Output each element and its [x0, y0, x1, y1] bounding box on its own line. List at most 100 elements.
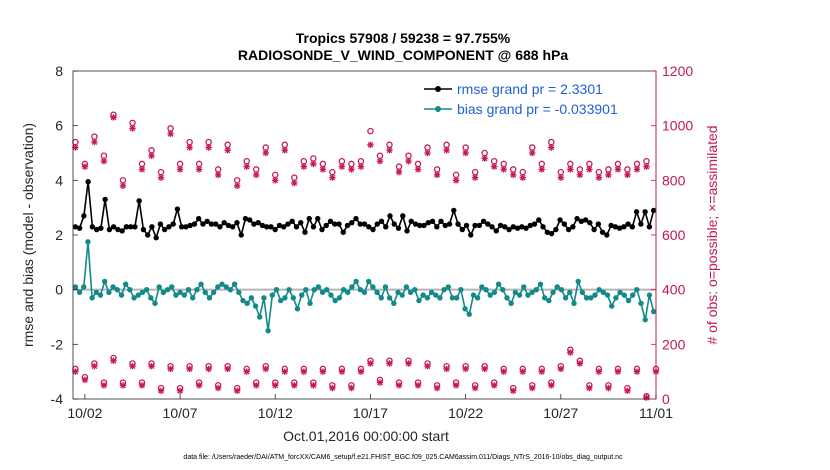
rmse-point-39 [238, 232, 244, 238]
nobs-assimilated-stroke [262, 366, 269, 372]
nobs-assimilated-point-26 [319, 166, 327, 173]
rmse-point-20 [157, 221, 164, 227]
rmse-point-74 [387, 213, 393, 219]
rmse-point-114 [557, 217, 563, 223]
bias-point-26 [181, 292, 188, 298]
rmse-point-79 [408, 218, 414, 225]
nobs-assimilated-stroke [91, 363, 98, 370]
nobs-assimilated-point-38 [433, 171, 441, 179]
nobs-assimilated-stroke [205, 366, 212, 372]
nobs-assimilated-stroke [405, 360, 412, 367]
nobs-assimilated-stroke [281, 147, 288, 154]
nobs-assimilated-stroke [224, 366, 231, 372]
nobs-assimilated-point-44 [490, 163, 498, 170]
nobs-possible-point-2 [91, 133, 98, 140]
nobs-assimilated-point-40 [452, 177, 460, 184]
nobs-assimilated-point-31 [367, 141, 374, 148]
nobs-possible-point-14 [205, 138, 212, 146]
nobs-possible-point-47 [519, 168, 526, 176]
bias-point-90 [449, 295, 456, 301]
nobs-assimilated-point-36 [414, 166, 422, 173]
bias-point-114 [550, 289, 556, 296]
nobs-assimilated-point-86 [310, 382, 317, 389]
nobs-assimilated-stroke [101, 382, 107, 389]
bias-point-47 [269, 292, 276, 298]
y-tick-label-5: 6 [55, 118, 63, 134]
nobs-assimilated-stroke [339, 368, 345, 375]
rmse-point-38 [234, 220, 240, 226]
nobs-assimilated-stroke [310, 382, 317, 389]
nobs-assimilated-point-56 [605, 171, 612, 179]
nobs-possible-point-44 [490, 157, 498, 165]
bias-point-51 [286, 286, 292, 293]
nobs-assimilated-stroke [243, 368, 250, 375]
rmse-point-136 [650, 207, 657, 214]
nobs-assimilated-point-45 [500, 166, 507, 173]
nobs-possible-point-10 [167, 125, 174, 132]
rmse-point-84 [429, 218, 436, 225]
rmse-point-23 [170, 221, 176, 227]
bias-point-12 [122, 281, 129, 287]
nobs-assimilated-stroke [576, 360, 583, 367]
nobs-assimilated-point-3 [100, 158, 108, 165]
nobs-assimilated-point-47 [519, 174, 526, 181]
y-tick-label-2: 0 [55, 282, 63, 298]
y-axis-label: rmse and bias (model - observation) [20, 123, 36, 347]
nobs-assimilated-point-32 [376, 158, 384, 165]
series-layer [72, 179, 657, 334]
bias-point-112 [541, 295, 548, 301]
nobs-assimilated-point-112 [557, 365, 565, 373]
nobs-assimilated-stroke [481, 155, 488, 162]
bias-point-121 [579, 289, 586, 296]
bias-point-62 [332, 297, 338, 304]
rmse-point-71 [374, 221, 380, 227]
rmse-point-83 [425, 220, 431, 226]
nobs-assimilated-stroke [596, 368, 602, 375]
nobs-assimilated-point-96 [405, 360, 412, 367]
bias-point-124 [592, 292, 598, 298]
nobs-assimilated-stroke [643, 163, 650, 170]
rmse-point-4 [89, 224, 96, 230]
nobs-assimilated-point-79 [243, 368, 250, 375]
bias-point-135 [638, 300, 644, 307]
nobs-assimilated-point-13 [195, 166, 203, 173]
nobs-possible-point-52 [567, 160, 574, 168]
rmse-point-82 [421, 222, 427, 229]
rmse-point-25 [178, 224, 185, 230]
nobs-assimilated-stroke [234, 387, 241, 394]
bias-point-25 [177, 289, 183, 296]
nobs-assimilated-stroke [434, 385, 440, 391]
rmse-point-45 [264, 224, 270, 230]
nobs-assimilated-stroke [186, 144, 193, 151]
bias-point-15 [135, 292, 141, 298]
nobs-possible-point-33 [386, 141, 393, 149]
nobs-assimilated-stroke [500, 166, 507, 173]
nobs-assimilated-point-53 [576, 171, 584, 179]
nobs-assimilated-stroke [339, 163, 345, 170]
bias-point-99 [487, 292, 493, 298]
nobs-assimilated-stroke [529, 385, 536, 391]
bias-point-76 [391, 300, 397, 307]
y2-tick-label-2: 400 [662, 282, 686, 298]
bias-point-58 [315, 284, 322, 290]
rmse-point-41 [247, 217, 253, 223]
nobs-possible-point-32 [376, 152, 384, 159]
nobs-assimilated-stroke [329, 174, 336, 181]
nobs-assimilated-stroke [415, 166, 421, 173]
nobs-assimilated-point-100 [443, 365, 450, 373]
bias-point-35 [219, 281, 225, 287]
bias-point-70 [365, 278, 372, 285]
nobs-assimilated-stroke [567, 166, 574, 173]
bias-point-4 [89, 295, 95, 301]
rmse-point-18 [149, 224, 155, 230]
nobs-assimilated-stroke [319, 368, 326, 375]
bias-point-59 [319, 289, 326, 296]
nobs-assimilated-stroke [453, 382, 459, 389]
bias-point-34 [215, 284, 221, 290]
rmse-point-40 [242, 215, 249, 222]
nobs-assimilated-point-37 [424, 149, 431, 157]
nobs-assimilated-point-72 [176, 387, 184, 394]
rmse-point-67 [357, 221, 363, 227]
bias-point-11 [118, 292, 125, 298]
nobs-assimilated-stroke [367, 360, 374, 367]
